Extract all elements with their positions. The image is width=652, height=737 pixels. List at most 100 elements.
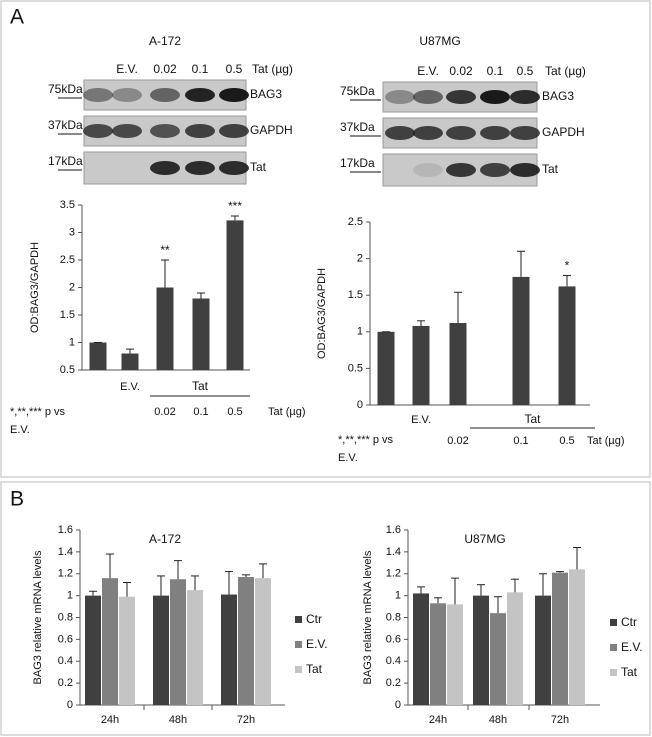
blot-band (480, 163, 510, 177)
blot-band (385, 90, 415, 104)
bar (156, 287, 174, 370)
row-label: BAG3 (542, 89, 574, 103)
legend-label: Ctr (306, 612, 322, 626)
y-tick-label: 0.8 (386, 611, 401, 623)
blot-band (510, 90, 540, 104)
y-tick-label: 1 (69, 336, 75, 348)
note: E.V. (10, 424, 30, 436)
y-tick-label: 1.6 (58, 524, 73, 536)
bar (153, 595, 169, 705)
lane-label: E.V. (417, 64, 439, 78)
bar (535, 595, 551, 705)
significance: ** (160, 243, 170, 257)
lane-unit: Tat (µg) (252, 62, 293, 76)
x-tick-label: 0.02 (447, 435, 468, 447)
blot-band (480, 90, 510, 104)
bar (430, 603, 446, 705)
note: *,**,*** p vs (10, 406, 66, 418)
kda-marker: 37kDa (48, 118, 83, 132)
lane-label: 0.5 (517, 64, 534, 78)
y-axis-label: OD:BAG3/GAPDH (316, 268, 328, 359)
bar (558, 286, 576, 405)
bar (170, 579, 186, 705)
kda-marker: 75kDa (48, 82, 83, 96)
y-tick-label: 0.5 (60, 364, 75, 376)
legend-label: Tat (621, 665, 638, 679)
x-tick-label: E.V. (120, 381, 140, 393)
y-tick-label: 0.2 (386, 677, 401, 689)
legend-swatch (295, 641, 302, 648)
row-label: Tat (542, 162, 559, 176)
legend-swatch (610, 644, 617, 651)
blot-band (185, 124, 215, 138)
blot-band (83, 88, 113, 102)
row-label: GAPDH (250, 123, 293, 137)
lane-label: 0.02 (153, 62, 177, 76)
y-tick-label: 0 (395, 699, 401, 711)
y-tick-label: 1.4 (58, 546, 73, 558)
unit-label: Tat (µg) (268, 406, 306, 418)
bar (473, 595, 489, 705)
significance: * (565, 259, 570, 273)
note: *,**,*** p vs (338, 434, 394, 446)
kda-marker: 17kDa (340, 156, 375, 170)
blot-band (219, 124, 249, 138)
note: E.V. (338, 452, 358, 464)
bar (121, 353, 139, 370)
unit-label: Tat (µg) (587, 435, 625, 447)
lane-label: 0.02 (449, 64, 473, 78)
y-tick-label: 0 (67, 699, 73, 711)
bar (413, 593, 429, 705)
x-tick-label: 0.02 (154, 406, 175, 418)
blot-title: A-172 (149, 34, 181, 48)
lane-label: 0.1 (487, 64, 504, 78)
y-tick-label: 1.5 (348, 289, 363, 301)
bar (102, 578, 118, 705)
bar (255, 578, 271, 705)
legend-label: Tat (306, 662, 323, 676)
bar (552, 572, 568, 705)
blot-band (219, 88, 249, 102)
kda-marker: 75kDa (340, 84, 375, 98)
group-label: Tat (192, 379, 209, 393)
y-tick-label: 1.2 (386, 568, 401, 580)
group-label: Tat (524, 412, 541, 426)
x-tick-label: 72h (237, 714, 255, 726)
y-tick-label: 1 (357, 326, 363, 338)
y-axis-label: OD:BAG3/GAPDH (29, 242, 41, 333)
y-tick-label: 3.5 (60, 199, 75, 211)
y-tick-label: 0.4 (386, 655, 401, 667)
y-tick-label: 1.4 (386, 546, 401, 558)
y-tick-label: 0.6 (386, 633, 401, 645)
lane-label: E.V. (116, 62, 138, 76)
lane-label: 0.5 (226, 62, 243, 76)
x-tick-label: 48h (489, 714, 507, 726)
y-tick-label: 1.2 (58, 568, 73, 580)
lane-label: 0.1 (192, 62, 209, 76)
blot-band (112, 88, 142, 102)
bar (490, 613, 506, 705)
x-tick-label: 0.5 (559, 435, 574, 447)
y-tick-label: 0.8 (58, 611, 73, 623)
blot-band (413, 163, 443, 177)
y-tick-label: 1.5 (60, 309, 75, 321)
y-tick-label: 0.2 (58, 677, 73, 689)
y-tick-label: 1 (67, 590, 73, 602)
lane-unit: Tat (µg) (545, 64, 586, 78)
blot-band (510, 126, 540, 140)
blot-band (413, 126, 443, 140)
blot-band (150, 88, 180, 102)
bar (569, 569, 585, 705)
x-tick-label: 48h (169, 714, 187, 726)
legend-swatch (295, 666, 302, 673)
blot-band (446, 90, 476, 104)
significance: *** (228, 199, 242, 213)
blot-title: U87MG (419, 34, 460, 48)
bar (192, 298, 210, 370)
y-tick-label: 0.6 (58, 633, 73, 645)
row-label: GAPDH (542, 125, 585, 139)
bar (85, 595, 101, 705)
bar (507, 592, 523, 705)
blot-band (112, 124, 142, 138)
blot-band (150, 161, 180, 175)
